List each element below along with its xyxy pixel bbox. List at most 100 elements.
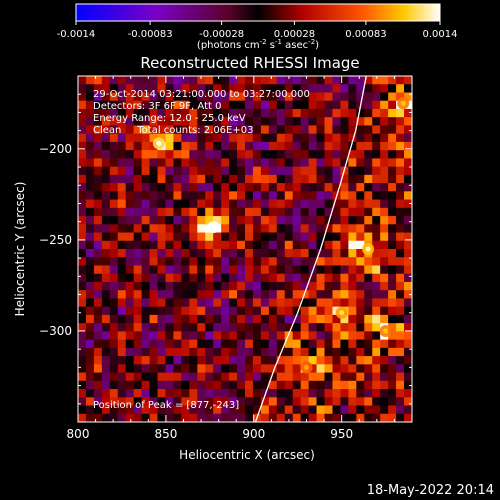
heatmap-cell [300, 323, 310, 332]
heatmap-cell [237, 323, 246, 332]
heatmap-cell [300, 125, 310, 135]
heatmap-cell [93, 207, 103, 217]
heatmap-cell [221, 249, 230, 258]
heatmap-cell [237, 281, 246, 291]
heatmap-cell [93, 108, 103, 118]
heatmap-cell [396, 314, 405, 324]
heatmap-cell [78, 290, 87, 299]
heatmap-cell [284, 249, 294, 258]
heatmap-cell [141, 314, 150, 324]
heatmap-cell [125, 273, 135, 283]
heatmap-cell [396, 158, 405, 168]
heatmap-cell [268, 84, 278, 93]
heatmap-cell [229, 166, 238, 176]
heatmap-cell [237, 339, 246, 349]
heatmap-cell [372, 306, 381, 316]
heatmap-cell [388, 133, 397, 143]
heatmap-cell [93, 158, 103, 168]
heatmap-cell [197, 150, 206, 159]
heatmap-cell [396, 372, 405, 382]
heatmap-cell [165, 290, 174, 299]
heatmap-cell [300, 100, 310, 110]
heatmap-cell [141, 356, 150, 365]
heatmap-cell [300, 413, 310, 422]
heatmap-cell [197, 207, 206, 217]
heatmap-cell [117, 397, 127, 406]
heatmap-cell [109, 323, 119, 332]
heatmap-cell [372, 290, 381, 299]
heatmap-cell [197, 249, 206, 258]
heatmap-cell [252, 158, 262, 168]
heatmap-cell [237, 273, 246, 283]
heatmap-cell [133, 331, 143, 341]
heatmap-cell [133, 84, 143, 93]
heatmap-cell [93, 380, 103, 390]
heatmap-cell [260, 273, 270, 283]
heatmap-cell [93, 224, 103, 233]
heatmap-cell [396, 76, 405, 85]
heatmap-cell [133, 397, 143, 406]
heatmap-cell [133, 117, 143, 126]
heatmap-cell [205, 76, 214, 85]
heatmap-cell [78, 364, 87, 373]
heatmap-cell [284, 117, 294, 126]
heatmap-cell [149, 281, 158, 291]
heatmap-cell [205, 257, 214, 266]
heatmap-cell [109, 347, 119, 357]
heatmap-cell [245, 380, 254, 390]
heatmap-cell [380, 125, 389, 135]
heatmap-cell [340, 84, 349, 93]
heatmap-cell [85, 191, 95, 200]
heatmap-cell [237, 389, 246, 398]
heatmap-cell [324, 166, 333, 176]
heatmap-cell [300, 331, 310, 341]
heatmap-cell [165, 265, 174, 275]
heatmap-cell [101, 347, 111, 357]
heatmap-cell [109, 232, 119, 242]
heatmap-cell [125, 158, 135, 168]
heatmap-cell [173, 117, 182, 126]
heatmap-cell [205, 183, 214, 192]
heatmap-cell [165, 240, 174, 250]
heatmap-cell [157, 413, 166, 422]
heatmap-cell [213, 290, 222, 299]
heatmap-cell [197, 290, 206, 299]
heatmap-cell [109, 372, 119, 382]
heatmap-cell [316, 84, 325, 93]
heatmap-cell [221, 290, 230, 299]
heatmap-cell [181, 191, 190, 200]
heatmap-cell [205, 199, 214, 209]
heatmap-cell [165, 224, 174, 233]
heatmap-cell [245, 298, 254, 308]
heatmap-cell [181, 84, 190, 93]
heatmap-cell [173, 347, 182, 357]
heatmap-cell [300, 405, 310, 415]
heatmap-cell [284, 100, 294, 110]
heatmap-cell [205, 84, 214, 93]
heatmap-cell [165, 199, 174, 209]
heatmap-cell [78, 100, 87, 110]
heatmap-cell [229, 257, 238, 266]
heatmap-cell [404, 265, 412, 275]
heatmap-cell [268, 339, 278, 349]
heatmap-cell [404, 397, 412, 406]
heatmap-cell [388, 150, 397, 159]
heatmap-cell [117, 257, 127, 266]
heatmap-cell [388, 290, 397, 299]
heatmap-cell [93, 372, 103, 382]
heatmap-cell [388, 356, 397, 365]
heatmap-cell [276, 413, 286, 422]
heatmap-cell [157, 207, 166, 217]
heatmap-cell [284, 290, 294, 299]
heatmap-cell [380, 199, 389, 209]
heatmap-cell [117, 306, 127, 316]
heatmap-cell [316, 158, 325, 168]
heatmap-cell [141, 306, 150, 316]
heatmap-cell [125, 405, 135, 415]
heatmap-cell [165, 150, 174, 159]
heatmap-cell [101, 273, 111, 283]
heatmap-cell [356, 413, 365, 422]
heatmap-cell [316, 380, 325, 390]
heatmap-cell [165, 413, 174, 422]
heatmap-cell [340, 216, 349, 225]
